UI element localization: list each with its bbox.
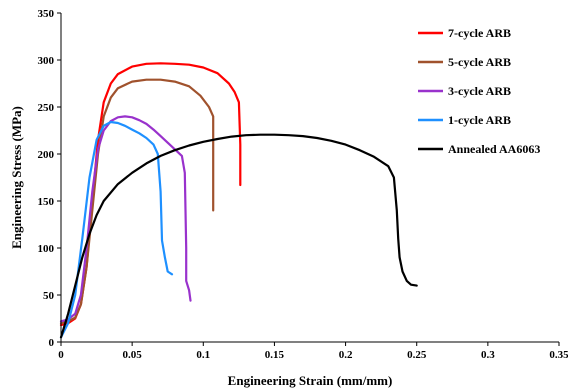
y-tick-label: 50 (43, 290, 55, 302)
y-axis-ticks: 0 50 100 150 200 250 300 350 (38, 8, 61, 349)
series-line-4 (59, 120, 174, 339)
y-tick-label: 0 (49, 337, 55, 349)
legend-label: 7-cycle ARB (448, 26, 511, 40)
y-tick-label: 350 (38, 8, 55, 20)
y-axis-title: Engineering Stress (MPa) (9, 106, 24, 249)
legend-label: Annealed AA6063 (448, 142, 540, 156)
series-line-5 (59, 133, 418, 339)
series-lines (59, 62, 418, 339)
x-tick-label: 0 (58, 349, 64, 361)
x-tick-label: 0.1 (196, 349, 210, 361)
y-tick-label: 200 (38, 149, 55, 161)
x-tick-label: 0.35 (549, 349, 568, 361)
x-tick-label: 0.2 (339, 349, 353, 361)
series-line-3 (59, 115, 192, 323)
x-axis-title: Engineering Strain (mm/mm) (228, 373, 393, 388)
y-tick-label: 150 (38, 196, 55, 208)
y-tick-label: 250 (38, 102, 55, 114)
legend-label: 1-cycle ARB (448, 113, 511, 127)
x-tick-label: 0.05 (123, 349, 143, 361)
x-tick-label: 0.15 (265, 349, 285, 361)
y-tick-label: 300 (38, 55, 55, 67)
legend: 7-cycle ARB 5-cycle ARB 3-cycle ARB 1-cycle… (418, 26, 540, 156)
series-line-2 (59, 78, 215, 325)
x-axis-ticks: 0 0.05 0.1 0.15 0.2 0.25 0.3 0.35 (58, 342, 568, 361)
legend-label: 5-cycle ARB (448, 55, 511, 69)
x-tick-label: 0.25 (407, 349, 427, 361)
legend-label: 3-cycle ARB (448, 84, 511, 98)
y-tick-label: 100 (38, 243, 55, 255)
x-tick-label: 0.3 (481, 349, 495, 361)
